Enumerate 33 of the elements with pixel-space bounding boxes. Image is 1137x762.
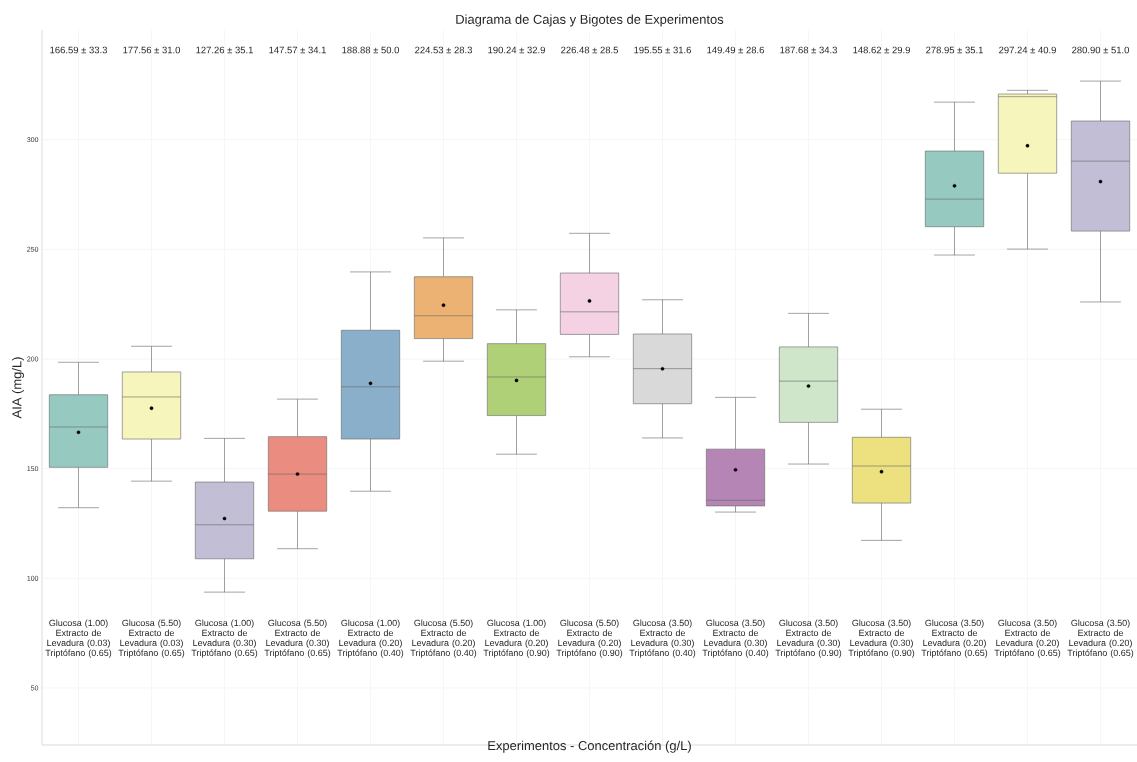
x-tick-label: Glucosa (3.50) Extracto de Levadura (0.30) Triptófano (0.40) (629, 619, 696, 658)
annotation: 278.95 ± 35.1 (926, 46, 983, 54)
annotation: 149.49 ± 28.6 (707, 46, 764, 54)
x-tick-label: Glucosa (5.50) Extracto de Levadura (0.20) Triptófano (0.40) (410, 619, 477, 658)
y-axis-title: AIA (mg/L) (11, 357, 24, 419)
x-tick-label: Glucosa (3.50) Extracto de Levadura (0.20) Triptófano (0.65) (994, 619, 1061, 658)
x-tick-label: Glucosa (3.50) Extracto de Levadura (0.30) Triptófano (0.90) (775, 619, 842, 658)
annotation: 177.56 ± 31.0 (123, 46, 181, 54)
x-tick-label: Glucosa (5.50) Extracto de Levadura (0.30) Triptófano (0.65) (264, 619, 331, 658)
annotation: 188.88 ± 50.0 (342, 46, 400, 54)
x-tick-label: Glucosa (3.50) Extracto de Levadura (0.30) Triptófano (0.90) (848, 619, 915, 658)
annotation: 166.59 ± 33.3 (50, 46, 107, 54)
annotation: 195.55 ± 31.6 (634, 46, 691, 54)
x-tick-label: Glucosa (1.00) Extracto de Levadura (0.20) Triptófano (0.40) (337, 619, 404, 658)
x-tick-label: Glucosa (5.50) Extracto de Levadura (0.20) Triptófano (0.90) (556, 619, 623, 658)
annotation: 148.62 ± 29.9 (853, 46, 910, 54)
x-tick-label: Glucosa (1.00) Extracto de Levadura (0.03) Triptófano (0.65) (45, 619, 112, 658)
annotation: 226.48 ± 28.5 (561, 46, 619, 54)
annotation: 190.24 ± 32.9 (488, 46, 545, 54)
annotation: 187.68 ± 34.3 (780, 46, 837, 54)
x-tick-label: Glucosa (5.50) Extracto de Levadura (0.03) Triptófano (0.65) (118, 619, 185, 658)
annotation: 224.53 ± 28.3 (415, 46, 472, 54)
annotation: 147.57 ± 34.1 (269, 46, 326, 54)
x-axis-title: Experimentos - Concentración (g/L) (488, 740, 691, 753)
x-tick-label: Glucosa (3.50) Extracto de Levadura (0.30) Triptófano (0.40) (702, 619, 769, 658)
x-tick-label: Glucosa (1.00) Extracto de Levadura (0.30) Triptófano (0.65) (191, 619, 258, 658)
annotation: 297.24 ± 40.9 (999, 46, 1056, 54)
annotation: 280.90 ± 51.0 (1072, 46, 1130, 54)
x-tick-label: Glucosa (1.00) Extracto de Levadura (0.20) Triptófano (0.90) (483, 619, 550, 658)
chart-title: Diagrama de Cajas y Bigotes de Experimentos (456, 14, 724, 27)
annotation: 127.26 ± 35.1 (196, 46, 253, 54)
x-tick-label: Glucosa (3.50) Extracto de Levadura (0.20) Triptófano (0.65) (1067, 619, 1134, 658)
x-tick-label: Glucosa (3.50) Extracto de Levadura (0.20) Triptófano (0.65) (921, 619, 988, 658)
